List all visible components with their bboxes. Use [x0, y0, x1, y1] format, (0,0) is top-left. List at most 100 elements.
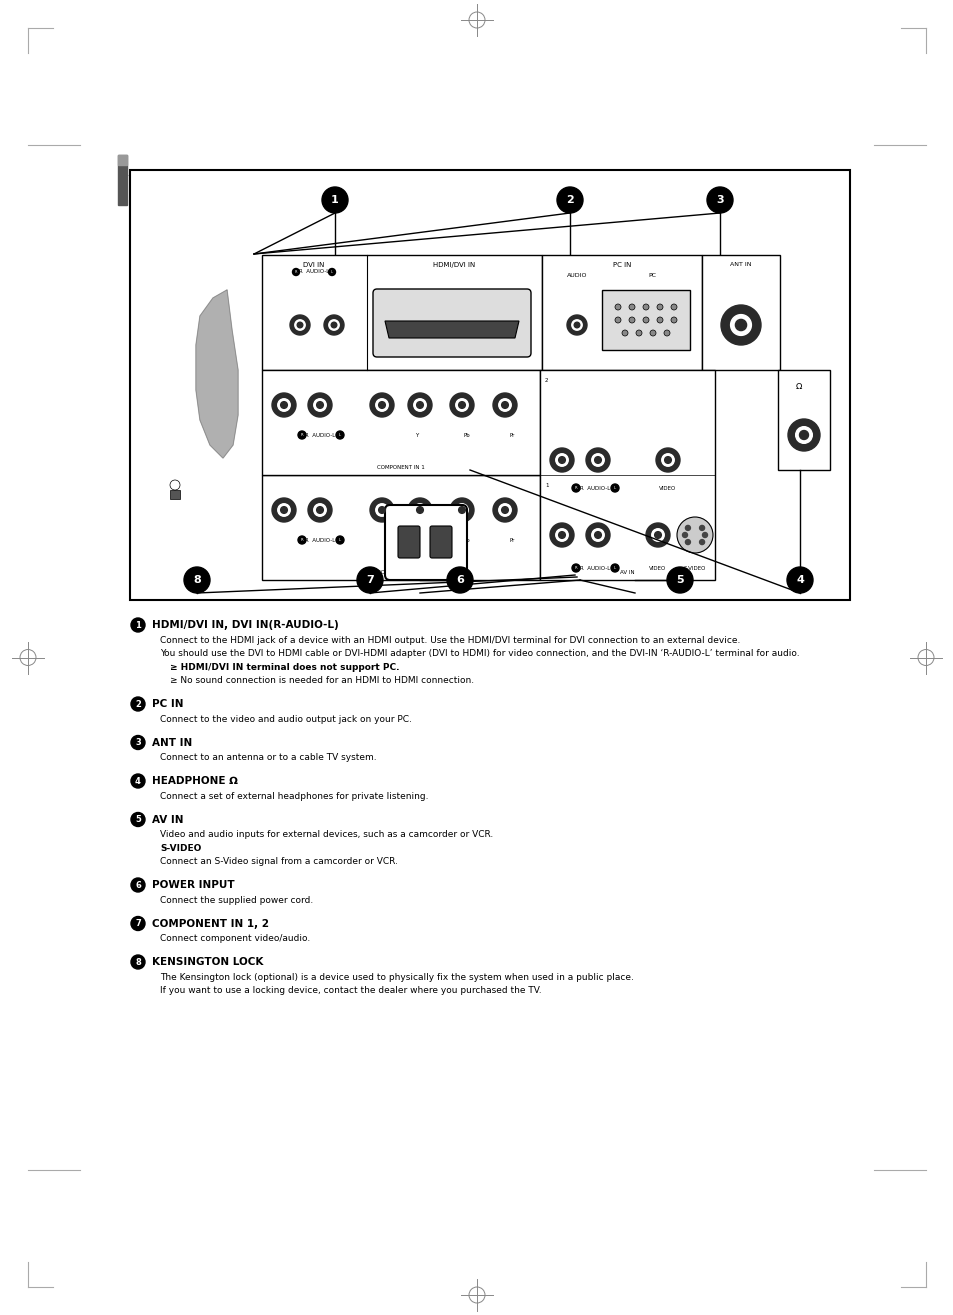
Circle shape: [308, 393, 332, 417]
Text: You should use the DVI to HDMI cable or DVI-HDMI adapter (DVI to HDMI) for video: You should use the DVI to HDMI cable or …: [160, 650, 799, 658]
Text: S-VIDEO: S-VIDEO: [683, 565, 705, 571]
Circle shape: [615, 317, 620, 323]
Circle shape: [501, 506, 508, 513]
Circle shape: [375, 504, 388, 517]
Text: PC IN: PC IN: [612, 262, 631, 268]
Circle shape: [572, 484, 579, 492]
Circle shape: [272, 393, 295, 417]
Circle shape: [657, 304, 662, 310]
Text: 4: 4: [795, 575, 803, 585]
Text: 6: 6: [135, 881, 141, 889]
Circle shape: [131, 697, 145, 711]
Text: R  AUDIO-L: R AUDIO-L: [298, 270, 329, 274]
Circle shape: [645, 523, 669, 547]
Circle shape: [558, 531, 565, 538]
Text: Ω: Ω: [795, 381, 801, 391]
Text: 1: 1: [135, 621, 141, 630]
Circle shape: [572, 564, 579, 572]
Circle shape: [324, 316, 344, 335]
Circle shape: [787, 419, 820, 451]
Circle shape: [642, 304, 648, 310]
Text: HDMI/DVI IN, DVI IN(R-AUDIO-L): HDMI/DVI IN, DVI IN(R-AUDIO-L): [152, 619, 338, 630]
Circle shape: [574, 322, 579, 327]
Circle shape: [550, 523, 574, 547]
Circle shape: [501, 401, 508, 409]
Circle shape: [642, 317, 648, 323]
Circle shape: [297, 537, 306, 544]
Circle shape: [654, 531, 660, 538]
Circle shape: [456, 398, 468, 412]
Circle shape: [356, 567, 382, 593]
Bar: [601, 291, 689, 350]
Bar: [539, 370, 714, 580]
Circle shape: [664, 456, 671, 463]
Circle shape: [701, 533, 707, 538]
Text: R  AUDIO-L: R AUDIO-L: [305, 433, 335, 438]
Circle shape: [375, 398, 388, 412]
Circle shape: [297, 431, 306, 439]
Text: COMPONENT IN 1: COMPONENT IN 1: [376, 466, 424, 469]
Text: ≥ No sound connection is needed for an HDMI to HDMI connection.: ≥ No sound connection is needed for an H…: [170, 676, 474, 685]
Text: 3: 3: [716, 195, 723, 205]
Text: Connect to the HDMI jack of a device with an HDMI output. Use the HDMI/DVI termi: Connect to the HDMI jack of a device wit…: [160, 635, 740, 644]
Text: PC IN: PC IN: [152, 700, 183, 709]
Circle shape: [335, 537, 344, 544]
Circle shape: [378, 506, 385, 513]
Text: Connect to an antenna or to a cable TV system.: Connect to an antenna or to a cable TV s…: [160, 753, 376, 761]
Circle shape: [720, 305, 760, 345]
Circle shape: [591, 529, 603, 542]
Circle shape: [170, 480, 180, 490]
Text: 8: 8: [193, 575, 201, 585]
Text: 1: 1: [331, 195, 338, 205]
Bar: [262, 370, 539, 475]
Text: R  AUDIO-L: R AUDIO-L: [305, 538, 335, 543]
Text: R: R: [294, 270, 297, 274]
Circle shape: [661, 454, 674, 467]
Circle shape: [280, 401, 287, 409]
Circle shape: [651, 529, 663, 542]
Circle shape: [131, 735, 145, 750]
Circle shape: [329, 320, 339, 330]
Circle shape: [799, 430, 807, 439]
Circle shape: [706, 187, 732, 213]
Circle shape: [636, 330, 641, 337]
Circle shape: [730, 314, 751, 335]
Bar: [701, 255, 780, 370]
Circle shape: [131, 917, 145, 931]
Text: COMPONENT IN 1, 2: COMPONENT IN 1, 2: [152, 918, 269, 928]
Text: 2: 2: [544, 377, 548, 383]
Text: 7: 7: [366, 575, 374, 585]
Circle shape: [610, 484, 618, 492]
Circle shape: [571, 320, 581, 330]
Circle shape: [670, 304, 677, 310]
Text: L: L: [338, 538, 341, 542]
Text: L: L: [614, 565, 616, 569]
Circle shape: [557, 187, 582, 213]
Text: Pb: Pb: [463, 538, 470, 543]
Text: Connect component video/audio.: Connect component video/audio.: [160, 934, 310, 943]
FancyBboxPatch shape: [397, 526, 419, 558]
Text: AUDIO: AUDIO: [566, 274, 587, 277]
Polygon shape: [195, 291, 237, 458]
Text: Connect a set of external headphones for private listening.: Connect a set of external headphones for…: [160, 792, 428, 801]
Bar: [262, 255, 541, 370]
Text: 2: 2: [565, 195, 574, 205]
Circle shape: [277, 504, 290, 517]
Circle shape: [699, 526, 704, 530]
Circle shape: [408, 498, 432, 522]
Circle shape: [670, 317, 677, 323]
Circle shape: [498, 504, 511, 517]
Circle shape: [378, 401, 385, 409]
Text: Pb: Pb: [463, 433, 470, 438]
Text: S-VIDEO: S-VIDEO: [160, 843, 201, 852]
Circle shape: [681, 533, 687, 538]
Text: Pr: Pr: [509, 433, 515, 438]
Text: 2: 2: [135, 700, 141, 709]
Circle shape: [297, 322, 302, 327]
Text: VIDEO: VIDEO: [649, 565, 666, 571]
Text: Connect the supplied power cord.: Connect the supplied power cord.: [160, 896, 313, 905]
Circle shape: [290, 316, 310, 335]
Circle shape: [594, 456, 600, 463]
Circle shape: [447, 567, 473, 593]
Text: R  AUDIO-L: R AUDIO-L: [579, 565, 610, 571]
